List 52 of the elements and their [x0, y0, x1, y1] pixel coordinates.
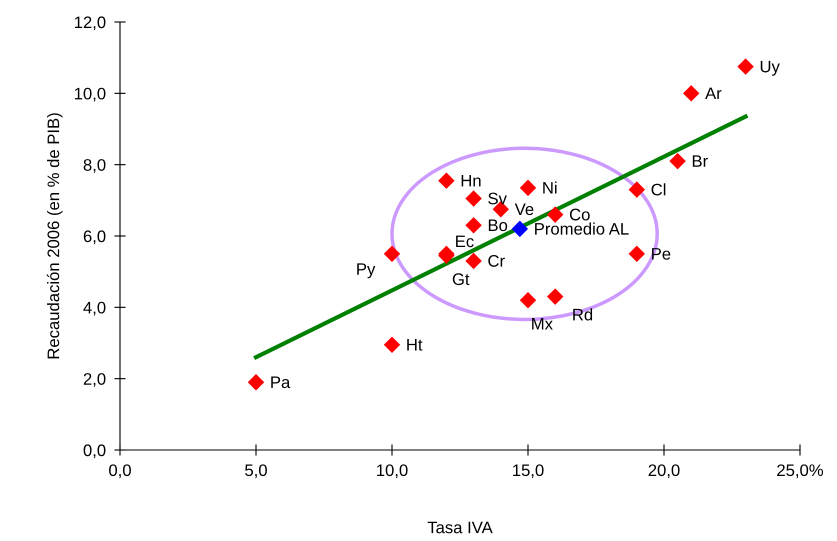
x-tick-label: 10,0 — [377, 464, 408, 478]
annotation: Co — [570, 208, 590, 220]
y-tick-label: 4,0 — [83, 302, 106, 316]
annotation: Br — [692, 155, 708, 167]
point — [628, 181, 646, 198]
annotation: Ec — [456, 236, 474, 248]
annotation: Pe — [652, 248, 670, 260]
annotation: Ve — [514, 203, 534, 216]
point — [546, 288, 564, 305]
annotation: Cl — [652, 183, 666, 196]
annotation: Bo — [488, 220, 508, 232]
annotation: Ar — [705, 88, 722, 100]
annotation: Ni — [543, 181, 557, 194]
point — [737, 58, 754, 75]
point — [465, 190, 482, 207]
annotation: Pa — [271, 376, 290, 388]
y-axis-title: Recaudación 2006 (en % de PIB) — [46, 113, 63, 358]
point — [384, 336, 400, 353]
annotation: Uy — [760, 60, 780, 76]
annotation: Gt — [452, 273, 470, 286]
x-tick-label: 20,0 — [648, 464, 680, 478]
x-tick-label: 0,0 — [109, 464, 131, 478]
x-axis-title: Tasa IVA — [428, 522, 493, 534]
point — [669, 152, 686, 170]
y-tick-label: 10,0 — [74, 88, 106, 102]
x-tick-label: 25,0% — [777, 464, 824, 478]
x-tick-label: 5,0 — [245, 464, 267, 478]
point — [384, 246, 400, 262]
annotation: Sv — [488, 192, 507, 204]
y-tick-label: 12,0 — [74, 16, 106, 30]
point — [438, 172, 455, 189]
point — [682, 85, 700, 102]
point — [520, 292, 536, 308]
x-tick-label: 15,0 — [513, 464, 544, 478]
point — [546, 206, 564, 223]
point — [628, 246, 646, 262]
point — [512, 220, 528, 238]
annotation: Cr — [488, 255, 505, 267]
annotation: Hn — [462, 174, 481, 186]
annotation: Rd — [573, 308, 592, 321]
point — [520, 180, 536, 196]
annotation: Ht — [407, 339, 422, 351]
annotation: Mx — [532, 318, 553, 330]
y-tick-label: 0,0 — [84, 444, 106, 458]
point — [465, 217, 482, 234]
point — [465, 252, 482, 270]
y-tick-label: 8,0 — [84, 159, 106, 173]
annotation: Py — [357, 263, 376, 278]
y-tick-label: 2,0 — [84, 373, 106, 387]
point — [248, 374, 264, 390]
annotation: Promedio AL — [535, 222, 629, 235]
y-tick-label: 6,0 — [84, 230, 106, 244]
